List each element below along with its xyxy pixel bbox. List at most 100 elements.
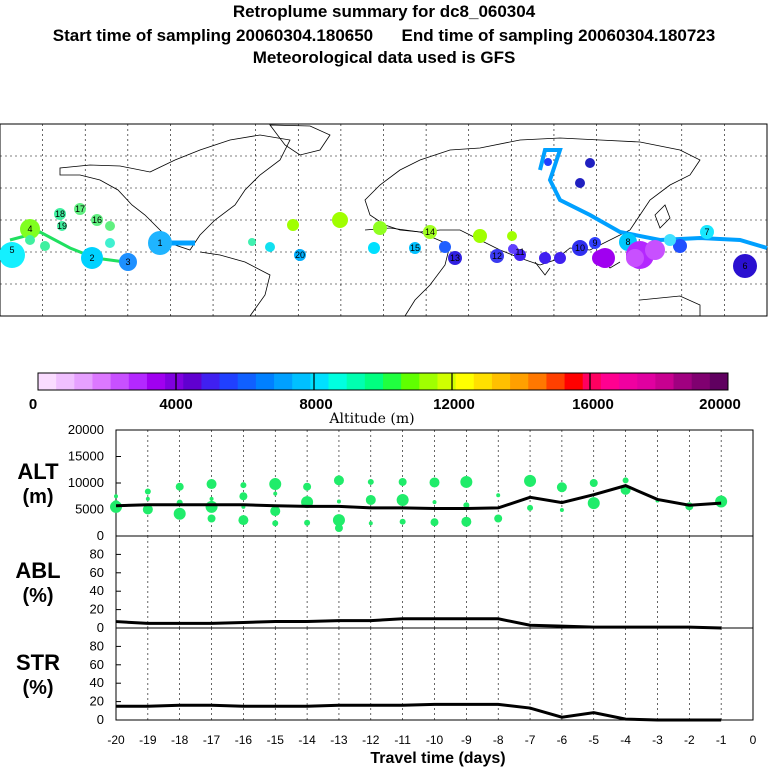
plume-point [57,221,67,231]
altitude-scatter-point [365,494,376,505]
plume-point [539,252,551,264]
y-tick-label: 0 [97,712,104,727]
sampling-times: Start time of sampling 20060304.180650 E… [0,26,768,46]
x-tick-label: -3 [652,733,663,747]
y-tick-label: 20 [90,602,104,617]
altitude-scatter-point [207,514,216,523]
altitude-scatter-point [110,500,122,513]
colorbar-swatch [619,373,638,390]
plume-day-label: 3 [125,257,130,267]
altitude-scatter-point [238,515,249,526]
altitude-scatter-point [494,514,503,523]
colorbar-xlabel: Altitude (m) [328,411,414,427]
altitude-scatter-point [175,482,184,491]
x-tick-label: -13 [330,733,348,747]
colorbar-swatch [673,373,693,390]
plume-point [572,240,588,256]
colorbar-tick-label: 4000 [159,396,192,413]
colorbar-swatch [110,373,130,390]
plume-day-label: 19 [57,221,67,231]
colorbar-swatch [473,373,493,390]
y-tick-label: 40 [90,583,104,598]
plume-point [74,203,86,215]
y-tick-label: 0 [97,528,104,543]
altitude-scatter-point [429,477,440,488]
plume-point [589,237,601,249]
colorbar-swatch [74,373,93,390]
plume-day-label: 15 [410,243,420,253]
colorbar-swatch [38,373,57,390]
y-tick-label: 5000 [75,502,104,517]
altitude-scatter-point [463,502,470,509]
plume-point [409,242,421,254]
colorbar-swatch [292,373,311,390]
colorbar-swatch [383,373,402,390]
altitude-scatter-point [145,496,150,501]
colorbar-swatch [564,373,584,390]
altitude-scatter-point [209,496,214,501]
plume-point [595,248,615,268]
altitude-scatter-point [303,482,312,491]
series-line [116,702,722,722]
x-tick-label: -2 [684,733,695,747]
x-tick-label: -9 [461,733,472,747]
x-tick-label: -4 [620,733,631,747]
y-tick-label: 40 [90,675,104,690]
altitude-scatter-point [367,478,374,485]
plume-point [81,247,103,269]
altitude-scatter-point [272,520,279,527]
x-tick-label: -5 [588,733,599,747]
colorbar-swatch [655,373,675,390]
plume-point [575,178,585,188]
plume-point [473,229,487,243]
plume-point [585,158,595,168]
altitude-colorbar: 0 4000 8000 12000 16000 20000 Altitude (m) [29,372,741,427]
colorbar-swatch [637,373,656,390]
plume-point [673,239,687,253]
colorbar-swatch [274,373,293,390]
plume-day-label: 5 [9,245,14,255]
plume-point [248,238,256,246]
plume-day-label: 20 [295,250,305,260]
x-tick-label: -1 [716,733,727,747]
plume-point [40,241,50,251]
plume-point [294,249,306,261]
x-tick-label: -12 [362,733,380,747]
colorbar-swatch [146,373,166,390]
plume-point [368,242,380,254]
altitude-scatter-point [333,475,344,486]
plume-day-label: 8 [625,237,630,247]
plume-point [91,214,103,226]
plume-point [332,212,348,228]
plume-point [448,251,462,265]
altitude-scatter-point [430,518,439,527]
colorbar-swatch [510,373,529,390]
altitude-scatter-point [173,507,186,520]
plume-point [0,242,25,268]
plume-day-label: 13 [450,253,460,263]
altitude-scatter-point [622,477,629,484]
colorbar-tick-label: 8000 [299,396,332,413]
colorbar-swatch [128,373,148,390]
y-tick-label: 80 [90,638,104,653]
plume-day-label: 1 [157,238,162,248]
altitude-scatter-point [399,518,406,525]
altitude-scatter-point [270,506,281,517]
x-tick-label: -14 [298,733,316,747]
plume-day-label: 14 [425,227,435,237]
plume-point [423,225,437,239]
altitude-scatter-point [304,519,311,526]
plume-day-label: 17 [75,204,85,214]
altitude-scatter-point [524,474,537,487]
altitude-scatter-point [144,488,151,495]
plume-point [544,158,552,166]
colorbar-swatch [528,373,547,390]
y-tick-label: 80 [90,546,104,561]
altitude-scatter-point [461,516,472,527]
plume-point [25,235,35,245]
colorbar-tick-label: 12000 [433,396,475,413]
plume-point [733,254,757,278]
colorbar-swatch [255,373,275,390]
